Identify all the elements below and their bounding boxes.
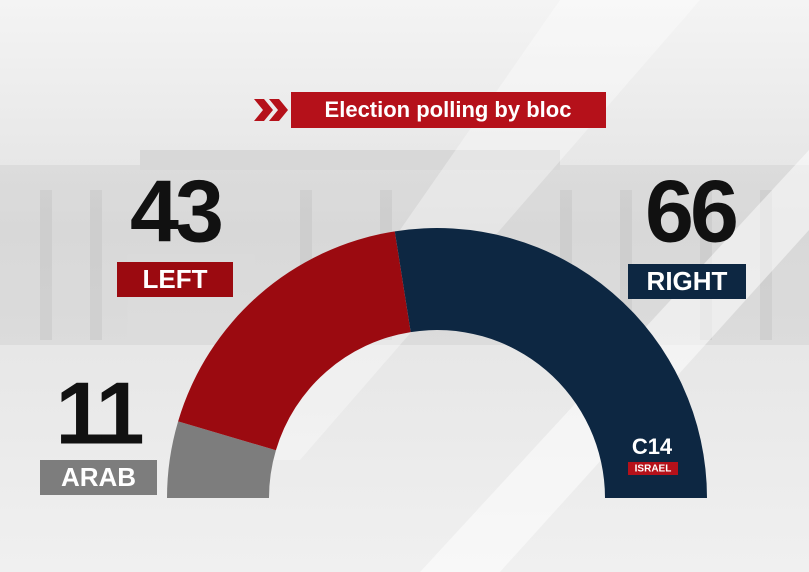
- title-chevrons: [254, 99, 288, 121]
- logo-subtitle: ISRAEL: [635, 464, 672, 475]
- value-label: 43: [130, 161, 221, 260]
- category-box: [40, 460, 157, 495]
- logo-box: [628, 462, 678, 475]
- logo-name: C14: [632, 434, 673, 459]
- value-label: 66: [645, 161, 736, 260]
- arc-segment: [394, 227, 707, 498]
- category-label: LEFT: [143, 264, 208, 294]
- category-label: RIGHT: [647, 266, 728, 296]
- category-box: [117, 262, 233, 297]
- chart-title: Election polling by bloc: [325, 97, 572, 122]
- category-label: ARAB: [61, 462, 136, 492]
- arc-segment: [167, 421, 276, 498]
- logo: C14 ISRAEL: [628, 434, 678, 475]
- arc-segment: [178, 231, 411, 451]
- title-box: [291, 92, 606, 128]
- category-box: [628, 264, 746, 299]
- value-label: 11: [55, 363, 142, 462]
